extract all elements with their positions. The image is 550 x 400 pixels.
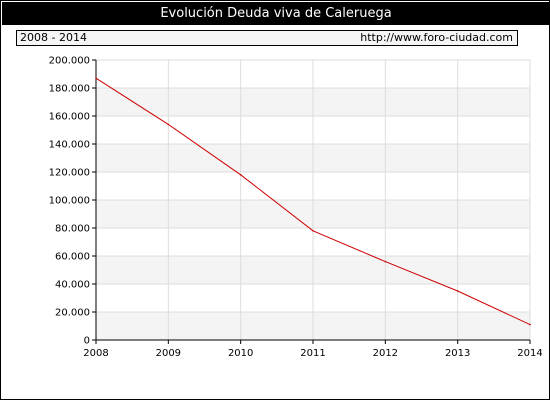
data-point: [167, 123, 170, 126]
y-tick-label: 80.000: [55, 224, 90, 235]
x-tick-label: 2013: [445, 348, 470, 359]
y-tick-label: 20.000: [55, 308, 90, 319]
x-tick-label: 2012: [373, 348, 398, 359]
data-point: [529, 323, 531, 326]
x-axis-ticks: 2008 2009 2010 2011 2012 2013 2014: [83, 340, 543, 359]
x-tick-label: 2008: [83, 348, 108, 359]
x-tick-label: 2009: [156, 348, 181, 359]
x-tick-label: 2010: [228, 348, 253, 359]
y-tick-label: 60.000: [55, 252, 90, 263]
data-point: [384, 260, 387, 263]
y-tick-label: 200.000: [49, 56, 90, 67]
data-point: [312, 230, 314, 232]
y-tick-label: 100.000: [49, 196, 90, 207]
y-tick-label: 140.000: [49, 140, 90, 151]
source-link[interactable]: http://www.foro-ciudad.com: [360, 31, 513, 44]
chart-title: Evolución Deuda viva de Caleruega: [2, 2, 550, 25]
data-point: [239, 174, 242, 176]
period-label: 2008 - 2014: [20, 31, 87, 44]
x-tick-label: 2014: [517, 348, 542, 359]
y-tick-label: 0: [84, 336, 90, 347]
info-bar: 2008 - 2014 http://www.foro-ciudad.com: [16, 30, 518, 46]
y-tick-label: 120.000: [49, 168, 90, 179]
y-tick-label: 180.000: [49, 84, 90, 95]
y-axis-ticks: 0 20.000 40.000 60.000 80.000 100.000 120.000 1…: [49, 56, 96, 347]
y-tick-label: 40.000: [55, 280, 90, 291]
data-point: [456, 290, 459, 292]
chart-series: [95, 77, 531, 326]
y-tick-label: 160.000: [49, 112, 90, 123]
data-point: [95, 77, 97, 79]
x-tick-label: 2011: [300, 348, 325, 359]
